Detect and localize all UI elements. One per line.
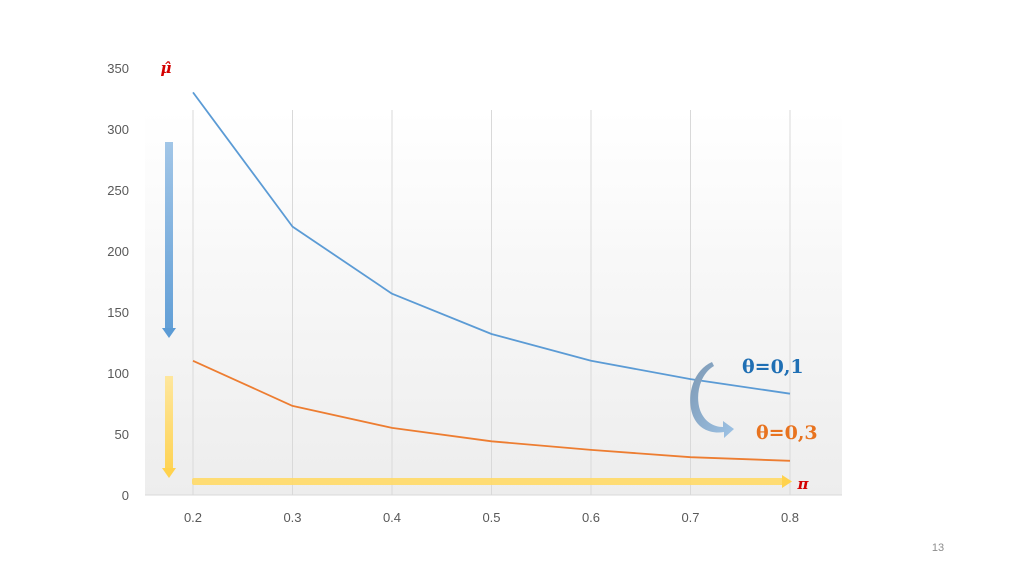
series-lines (192, 91, 791, 462)
gridlines (192, 110, 791, 495)
curved-arrow-icon (690, 362, 734, 438)
x-axis-symbol: π (797, 475, 810, 493)
yellow-right-arrow (192, 475, 792, 488)
x-axis-ticks: 0.2 0.3 0.4 0.5 0.6 0.7 0.8 (184, 510, 799, 525)
y-tick-label: 300 (107, 122, 129, 137)
y-tick-label: 0 (122, 488, 129, 503)
y-tick-label: 150 (107, 305, 129, 320)
x-tick-label: 0.6 (582, 510, 600, 525)
x-tick-label: 0.2 (184, 510, 202, 525)
x-tick-label: 0.5 (482, 510, 500, 525)
y-axis-ticks: 0 50 100 150 200 250 300 350 (107, 61, 129, 503)
x-tick-label: 0.7 (681, 510, 699, 525)
y-tick-label: 350 (107, 61, 129, 76)
series-label-theta-0-1: θ=0,1 (742, 356, 804, 378)
x-tick-label: 0.4 (383, 510, 401, 525)
blue-down-arrow (162, 142, 176, 338)
y-tick-label: 100 (107, 366, 129, 381)
y-tick-label: 200 (107, 244, 129, 259)
x-tick-label: 0.3 (283, 510, 301, 525)
page-number: 13 (931, 542, 945, 554)
y-axis-symbol: μ̂ (161, 59, 172, 77)
yellow-down-arrow (162, 376, 176, 478)
series-label-theta-0-3: θ=0,3 (756, 422, 818, 444)
y-tick-label: 250 (107, 183, 129, 198)
x-tick-label: 0.8 (781, 510, 799, 525)
series-line-1 (192, 91, 791, 395)
series-line-2 (192, 359, 791, 462)
y-tick-label: 50 (115, 427, 129, 442)
